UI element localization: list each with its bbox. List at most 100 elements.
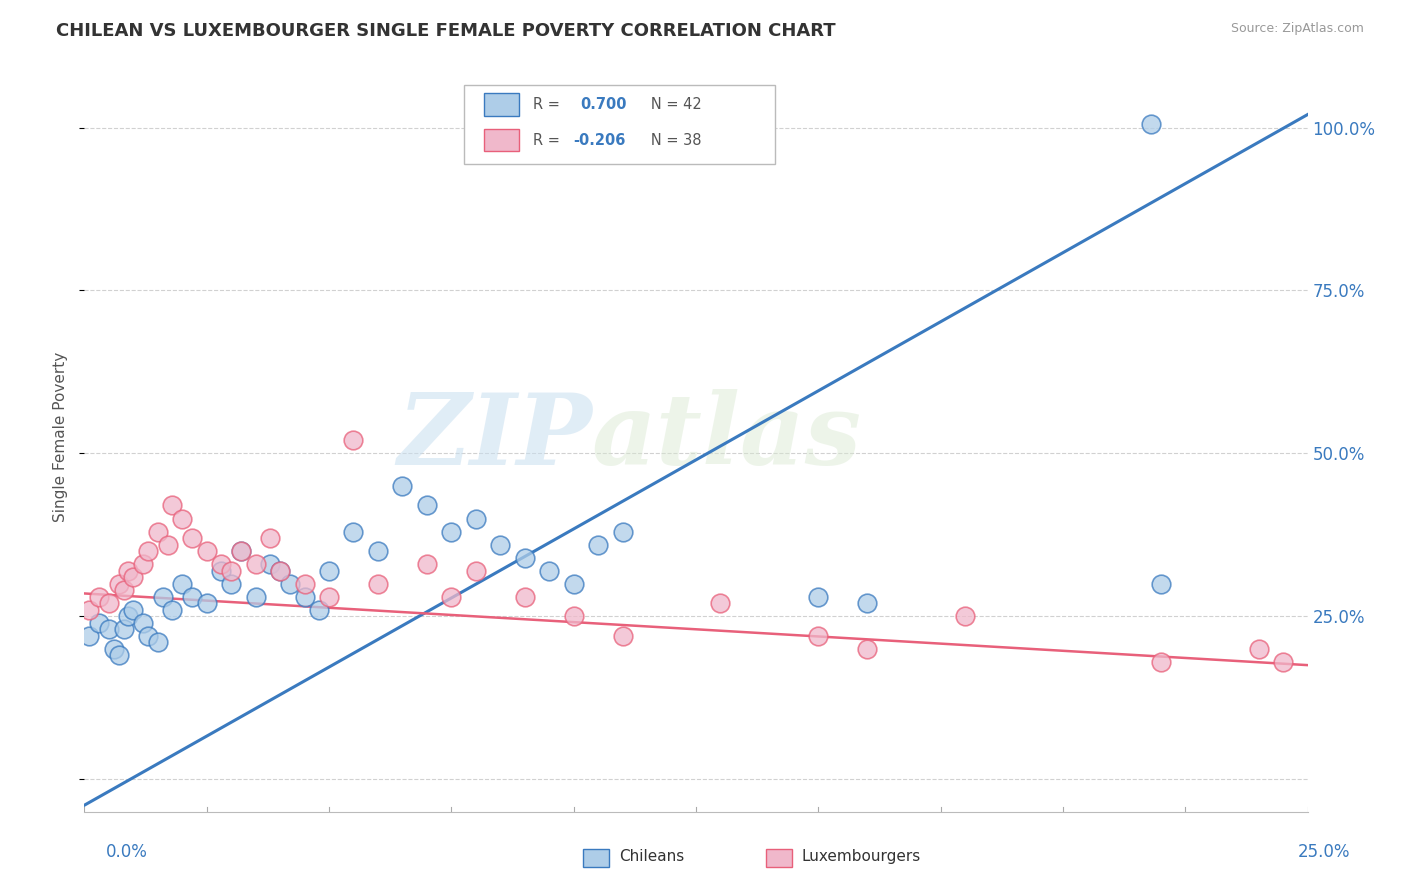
Point (318, 564, 340, 578)
Point (172, 576, 194, 591)
Point (612, 524, 634, 539)
Point (342, 434, 364, 448)
Point (464, 511, 486, 525)
Point (294, 576, 316, 591)
Point (464, 564, 486, 578)
Point (440, 590, 463, 604)
Point (245, 590, 267, 604)
Point (229, 544, 252, 558)
Point (308, 603, 330, 617)
FancyBboxPatch shape (464, 85, 776, 163)
Point (538, 564, 561, 578)
Point (146, 635, 169, 649)
Text: 0.0%: 0.0% (105, 843, 148, 861)
Point (612, 629, 634, 643)
Point (1150, 576, 1173, 591)
Point (136, 629, 159, 643)
Point (278, 576, 301, 591)
Text: CHILEAN VS LUXEMBOURGER SINGLE FEMALE POVERTY CORRELATION CHART: CHILEAN VS LUXEMBOURGER SINGLE FEMALE PO… (56, 22, 835, 40)
Point (181, 531, 204, 545)
Point (136, 544, 159, 558)
Point (156, 538, 179, 552)
Bar (484, 128, 519, 152)
Point (181, 590, 204, 604)
Point (77, 603, 100, 617)
Point (195, 596, 218, 610)
Text: atlas: atlas (592, 389, 862, 485)
Point (146, 524, 169, 539)
Point (219, 576, 242, 591)
Point (172, 511, 194, 525)
Point (219, 564, 242, 578)
Point (112, 583, 135, 598)
Point (1150, 655, 1173, 669)
Point (107, 576, 129, 591)
Text: R =: R = (533, 97, 569, 112)
Bar (484, 94, 519, 116)
Text: Luxembourgers: Luxembourgers (801, 849, 921, 864)
Point (367, 576, 389, 591)
Point (97, 622, 120, 636)
Point (953, 609, 976, 624)
Point (391, 479, 413, 493)
Point (209, 557, 232, 571)
Point (562, 576, 585, 591)
Point (489, 538, 512, 552)
Point (294, 590, 316, 604)
Point (259, 531, 281, 545)
Point (807, 629, 830, 643)
Point (269, 564, 291, 578)
Text: 25.0%: 25.0% (1298, 843, 1350, 861)
Point (122, 603, 145, 617)
Point (117, 564, 139, 578)
Point (586, 538, 609, 552)
Point (107, 648, 129, 663)
Point (245, 557, 267, 571)
Text: Source: ZipAtlas.com: Source: ZipAtlas.com (1230, 22, 1364, 36)
Bar (766, 849, 792, 867)
Point (342, 524, 364, 539)
Point (103, 641, 125, 656)
Point (229, 544, 252, 558)
Point (513, 550, 536, 565)
Point (97, 596, 120, 610)
Point (1272, 655, 1295, 669)
Point (77, 629, 100, 643)
Point (856, 641, 879, 656)
Point (440, 524, 463, 539)
Point (1247, 641, 1270, 656)
Point (195, 544, 218, 558)
Point (513, 590, 536, 604)
Point (562, 609, 585, 624)
Point (269, 564, 291, 578)
Point (117, 609, 139, 624)
Point (709, 596, 731, 610)
Text: 0.700: 0.700 (579, 97, 626, 112)
Text: ZIP: ZIP (396, 389, 592, 485)
Text: N = 42: N = 42 (637, 97, 702, 112)
Point (132, 615, 155, 630)
Point (807, 590, 830, 604)
Text: Chileans: Chileans (619, 849, 683, 864)
Point (162, 499, 184, 513)
Point (162, 603, 184, 617)
Point (152, 590, 174, 604)
Point (367, 544, 389, 558)
Point (318, 590, 340, 604)
Point (132, 557, 155, 571)
Point (209, 564, 232, 578)
Text: R =: R = (533, 133, 565, 147)
Point (416, 557, 439, 571)
Point (112, 622, 135, 636)
Text: -0.206: -0.206 (574, 133, 626, 147)
Y-axis label: Single Female Poverty: Single Female Poverty (53, 352, 69, 522)
Point (122, 570, 145, 584)
Point (416, 499, 439, 513)
Point (259, 557, 281, 571)
Point (856, 596, 879, 610)
Bar (583, 849, 609, 867)
Point (87, 590, 110, 604)
Point (87, 615, 110, 630)
Text: N = 38: N = 38 (637, 133, 702, 147)
Point (1140, 117, 1163, 131)
